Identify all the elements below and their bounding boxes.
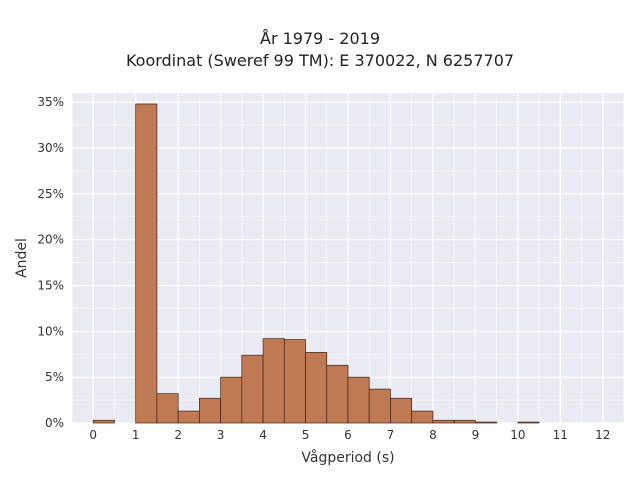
histogram-bar <box>347 376 370 424</box>
y-tick-label: 0% <box>45 416 64 430</box>
histogram-bar <box>283 339 306 424</box>
histogram-bar <box>262 338 285 424</box>
histogram-bar <box>241 354 264 424</box>
histogram-bar <box>326 364 349 424</box>
x-tick-label: 8 <box>429 428 437 442</box>
x-tick-label: 12 <box>595 428 610 442</box>
y-tick-label: 5% <box>45 370 64 384</box>
x-tick-label: 2 <box>174 428 182 442</box>
x-tick-label: 11 <box>553 428 568 442</box>
y-tick-labels: 0% 5% 10% 15% 20% 25% 30% 35% <box>37 95 64 430</box>
x-tick-label: 9 <box>472 428 480 442</box>
x-tick-label: 1 <box>132 428 140 442</box>
histogram-bar <box>453 419 476 424</box>
x-tick-labels: 0 1 2 3 4 5 6 7 8 9 10 11 12 <box>89 428 610 442</box>
histogram-bar <box>368 388 391 424</box>
histogram-bar <box>177 410 200 424</box>
y-tick-label: 30% <box>37 141 64 155</box>
histogram-bar <box>432 419 455 424</box>
y-tick-label: 15% <box>37 279 64 293</box>
x-axis-label: Vågperiod (s) <box>301 449 394 466</box>
histogram-bar <box>390 397 413 424</box>
histogram-bar <box>305 352 328 424</box>
histogram-bar <box>135 103 158 424</box>
bars-layer <box>92 103 540 424</box>
histogram-bar <box>92 419 115 424</box>
histogram-bar <box>220 376 243 424</box>
histogram-bar <box>517 421 540 424</box>
x-tick-label: 0 <box>89 428 97 442</box>
x-tick-label: 7 <box>387 428 395 442</box>
chart-title-line-1: År 1979 - 2019 <box>260 29 380 48</box>
x-tick-label: 5 <box>302 428 310 442</box>
x-tick-label: 3 <box>217 428 225 442</box>
histogram-bar <box>411 410 434 424</box>
x-tick-label: 10 <box>510 428 525 442</box>
x-tick-label: 4 <box>259 428 267 442</box>
histogram-bar <box>199 397 221 424</box>
y-tick-label: 25% <box>37 187 64 201</box>
histogram-bar <box>475 421 497 424</box>
y-axis-label: Andel <box>14 238 30 278</box>
chart-title-line-2: Koordinat (Sweref 99 TM): E 370022, N 62… <box>125 51 515 70</box>
y-tick-label: 20% <box>37 233 64 247</box>
histogram-bar <box>156 393 179 424</box>
x-tick-label: 6 <box>344 428 352 442</box>
y-tick-label: 10% <box>37 324 64 338</box>
y-tick-label: 35% <box>37 95 64 109</box>
